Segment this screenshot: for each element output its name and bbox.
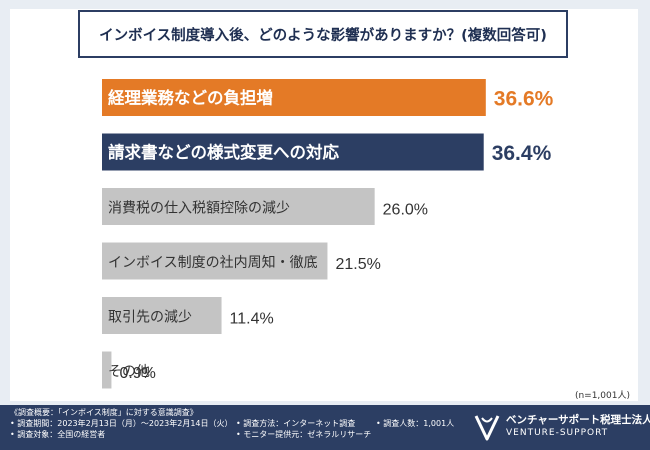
value-label-5: 11.4%	[230, 311, 274, 328]
footer: 《調査概要：「インボイス制度」に対する意識調査》 • 調査期間：2023年2月1…	[0, 405, 650, 450]
value-label-6: 0.9%	[119, 365, 155, 382]
sample-size-note: (n=1,001人)	[574, 391, 630, 401]
bar-1	[102, 79, 486, 116]
bar-label-3: 消費税の仕入税額控除の減少	[108, 200, 290, 217]
bar-3	[102, 188, 375, 225]
bar-label-2: 請求書などの様式変更への対応	[108, 142, 340, 162]
survey-period: • 調査期間：2023年2月13日（月）〜2023年2月14日（火）	[10, 419, 233, 428]
value-label-3: 26.0%	[383, 202, 428, 219]
survey-overview-title: 《調査概要：「インボイス制度」に対する意識調査》	[10, 408, 198, 417]
bar-label-6: その他	[108, 364, 150, 380]
bar-chart: 経理業務などの負担増 36.6% 請求書などの様式変更への対応 36.4% 消費税の仕入…	[102, 79, 554, 389]
monitor-provider: • モニター提供元：ゼネラルリサーチ	[236, 430, 372, 439]
bar-4	[102, 242, 328, 280]
bar-label-5: 取引先の減少	[108, 309, 192, 326]
bar-label-1: 経理業務などの負担増	[108, 88, 273, 108]
value-label-4: 21.5%	[335, 256, 380, 273]
value-label-1: 36.6%	[494, 88, 554, 111]
bar-2	[102, 133, 484, 171]
bar-label-4: インボイス制度の社内周知・徹底	[108, 254, 318, 271]
survey-target: • 調査対象：全国の経営者	[10, 430, 106, 439]
survey-count: • 調査人数：1,001人	[376, 419, 455, 428]
bar-5	[102, 297, 222, 334]
venture-support-logo-icon	[474, 415, 500, 441]
brand-sub: VENTURE-SUPPORT	[506, 428, 609, 438]
bar-6	[102, 351, 112, 389]
survey-question: インボイス制度導入後、どのような影響がありますか？(複数回答可)	[78, 10, 568, 58]
value-label-2: 36.4%	[492, 142, 552, 165]
brand-name: ベンチャーサポート税理士法人	[506, 414, 650, 426]
survey-method: • 調査方法：インターネット調査	[236, 419, 356, 428]
